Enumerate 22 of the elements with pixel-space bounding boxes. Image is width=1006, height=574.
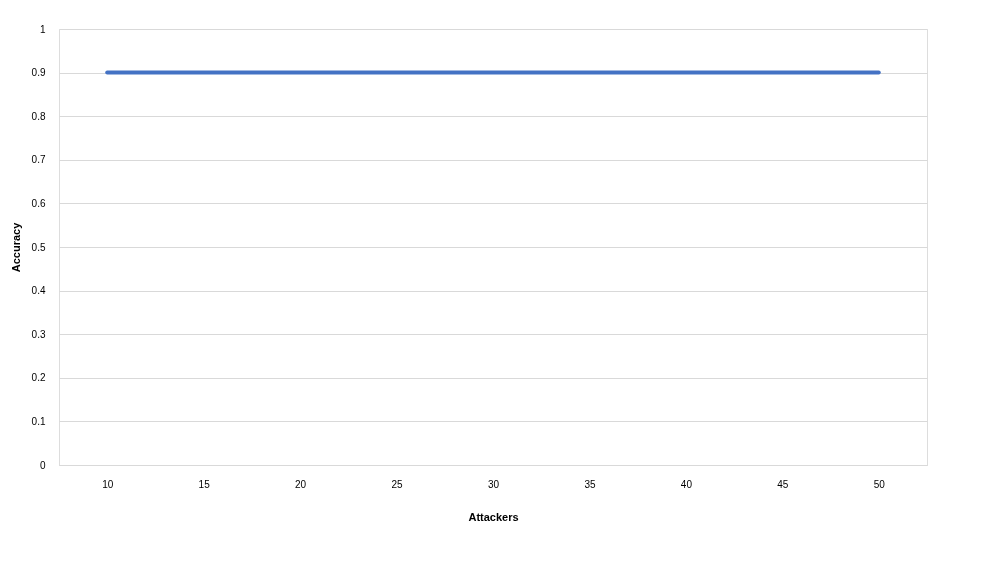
y-tick-label: 0.9 <box>31 67 46 79</box>
y-tick-label: 0.6 <box>31 197 46 209</box>
x-tick-label: 50 <box>873 478 886 490</box>
y-tick-label: 0.4 <box>31 285 46 297</box>
y-tick-label: 1 <box>39 23 46 35</box>
y-tick-label: 0 <box>39 459 46 471</box>
x-tick-label: 45 <box>777 478 789 490</box>
x-tick-label: 35 <box>584 478 596 490</box>
y-tick-label: 0.3 <box>31 328 46 340</box>
x-tick-label: 30 <box>487 478 500 490</box>
x-tick-label: 10 <box>102 478 114 490</box>
x-tick-label: 15 <box>198 478 211 490</box>
y-tick-label: 0.2 <box>31 372 46 384</box>
y-axis-title: Accuracy <box>9 221 22 273</box>
x-axis-title: Attackers <box>468 510 519 523</box>
y-tick-label: 0.1 <box>31 415 46 427</box>
y-tick-label: 0.8 <box>31 110 46 122</box>
x-tick-label: 25 <box>391 478 404 490</box>
y-tick-label: 0.5 <box>31 241 46 253</box>
x-tick-label: 40 <box>680 478 693 490</box>
x-tick-label: 20 <box>295 478 307 490</box>
y-tick-label: 0.7 <box>31 154 46 166</box>
